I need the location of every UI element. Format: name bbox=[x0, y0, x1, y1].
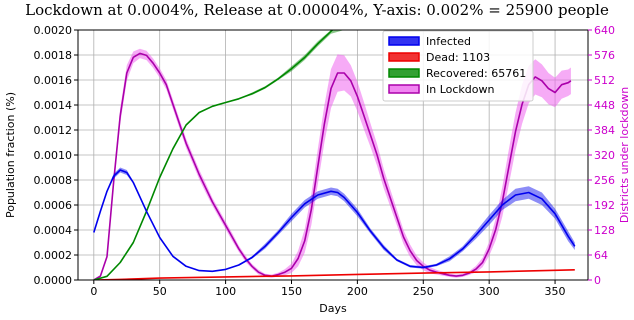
y-right-tick-label: 192 bbox=[594, 199, 615, 212]
y-axis-right: 0 64 128 192 256 320 384 448 512 576 640 bbox=[588, 24, 615, 287]
y-tick-label: 0.0000 bbox=[34, 274, 73, 287]
y-right-tick-label: 448 bbox=[594, 99, 615, 112]
series-line-infected bbox=[93, 169, 576, 273]
y-tick-label: 0.0010 bbox=[34, 149, 73, 162]
y-right-tick-label: 64 bbox=[594, 249, 608, 262]
legend-box bbox=[382, 30, 534, 102]
x-tick-label: 0 bbox=[90, 285, 97, 298]
y-tick-label: 0.0018 bbox=[34, 49, 73, 62]
y-tick-label: 0.0004 bbox=[34, 224, 73, 237]
legend-swatch-dead bbox=[388, 52, 420, 62]
legend-swatch-infected bbox=[388, 36, 420, 46]
y-tick-label: 0.0006 bbox=[34, 199, 73, 212]
series-group bbox=[93, 30, 576, 280]
y-tick-label: 0.0008 bbox=[34, 174, 73, 187]
series-band-in-lockdown bbox=[93, 48, 571, 280]
legend-swatch-recovered bbox=[388, 68, 420, 78]
y-right-tick-label: 256 bbox=[594, 174, 615, 187]
legend-label-infected: Infected bbox=[426, 35, 471, 48]
series-line-in-lockdown bbox=[93, 52, 572, 280]
chart-title: Lockdown at 0.0004%, Release at 0.00004%… bbox=[25, 1, 609, 19]
y-axis-right-label: Districts under lockdown bbox=[618, 87, 631, 223]
plot-area bbox=[93, 30, 576, 280]
x-tick-label: 250 bbox=[413, 285, 434, 298]
x-tick-label: 100 bbox=[215, 285, 236, 298]
y-tick-label: 0.0014 bbox=[34, 99, 73, 112]
y-right-tick-label: 576 bbox=[594, 49, 615, 62]
legend-swatch-in-lockdown bbox=[388, 84, 420, 94]
x-tick-label: 350 bbox=[545, 285, 566, 298]
y-axis-left: 0.0000 0.0002 0.0004 0.0006 0.0008 0.0010 0.00… bbox=[34, 24, 78, 287]
y-tick-label: 0.0012 bbox=[34, 124, 73, 137]
legend: Infected Dead: 1103 Recovered: 65761 In Loc… bbox=[382, 30, 534, 102]
y-right-tick-label: 384 bbox=[594, 124, 615, 137]
y-right-tick-label: 0 bbox=[594, 274, 601, 287]
x-tick-label: 300 bbox=[479, 285, 500, 298]
y-axis-label: Population fraction (%) bbox=[4, 92, 17, 218]
series-line-dead bbox=[93, 269, 575, 280]
x-tick-label: 200 bbox=[347, 285, 368, 298]
legend-label-recovered: Recovered: 65761 bbox=[426, 67, 526, 80]
y-right-tick-label: 512 bbox=[594, 74, 615, 87]
legend-label-in-lockdown: In Lockdown bbox=[426, 83, 495, 96]
y-tick-label: 0.0016 bbox=[34, 74, 73, 87]
y-right-tick-label: 320 bbox=[594, 149, 615, 162]
x-tick-label: 150 bbox=[281, 285, 302, 298]
y-right-tick-label: 640 bbox=[594, 24, 615, 37]
y-tick-label: 0.0002 bbox=[34, 249, 73, 262]
x-axis-label: Days bbox=[319, 302, 347, 315]
legend-label-dead: Dead: 1103 bbox=[426, 51, 490, 64]
y-right-tick-label: 128 bbox=[594, 224, 615, 237]
y-tick-label: 0.0020 bbox=[34, 24, 73, 37]
x-axis: 0 50 100 150 200 250 300 350 bbox=[90, 280, 566, 298]
series-line-recovered bbox=[93, 30, 334, 280]
series-band-infected bbox=[93, 167, 575, 272]
x-tick-label: 50 bbox=[153, 285, 167, 298]
